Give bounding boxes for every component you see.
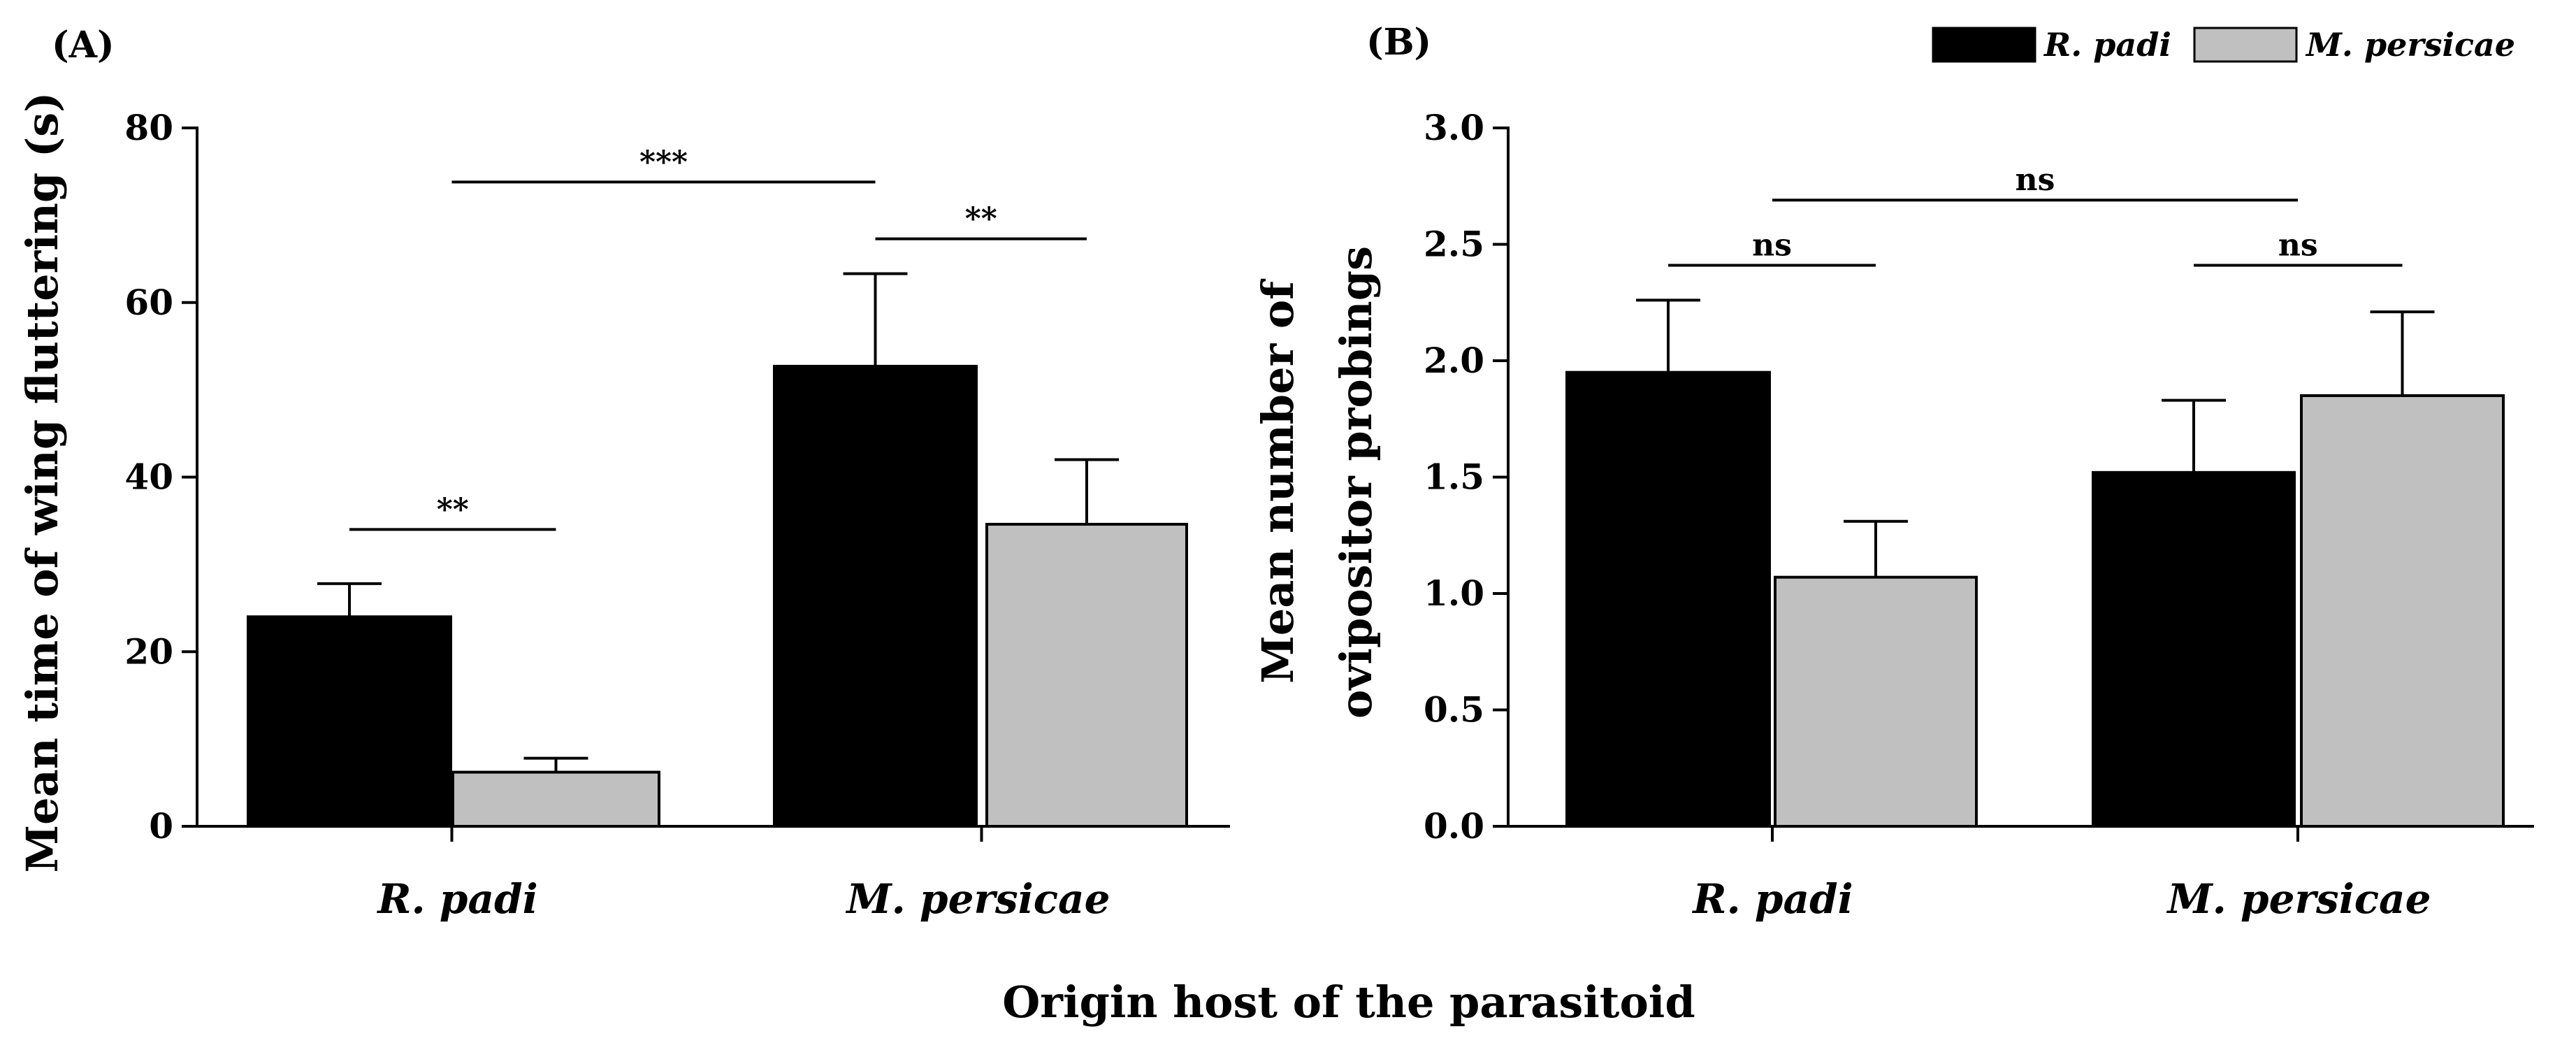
panel-b-y-tick-label: 3.0 — [1424, 107, 1484, 148]
panel-a-y-tick-label: 40 — [124, 456, 173, 498]
panel-b-significance-label-0: ns — [1752, 227, 1792, 263]
legend-label-mpersicae: M. persicae — [2305, 26, 2515, 64]
panel-a-bar-mpersicae-0 — [451, 770, 660, 828]
panel-b-y-tick-label: 2.5 — [1424, 224, 1484, 265]
panel-a-significance-label-2: *** — [639, 144, 688, 180]
panel-a-bar-rpadi-0 — [247, 615, 452, 828]
panel-b-category-rpadi: R. padi — [1691, 875, 1853, 923]
panel-b-chart: Mean number of ovipositor probings R. pa… — [1252, 107, 2534, 923]
panel-b-bar-rpadi-0 — [1565, 371, 1771, 828]
panel-b-significance-label-2: ns — [2016, 162, 2055, 198]
panel-b-y-tick-label: 0.0 — [1424, 805, 1484, 847]
panel-b-bar-mpersicae-1 — [2300, 394, 2505, 828]
panel-b-bar-rpadi-1 — [2092, 470, 2296, 828]
panel-a-significance-label-1: ** — [965, 201, 997, 237]
panel-b-y-tick-label: 1.5 — [1424, 456, 1484, 498]
panel-a-y-tick-label: 60 — [124, 282, 173, 323]
panel-a-y-tick-label: 20 — [124, 631, 173, 672]
panel-b-significance-label-1: ns — [2278, 227, 2318, 263]
panel-a-category-mpersicae: M. persicae — [845, 875, 1110, 923]
panel-a-chart: Mean time of wing fluttering (s) R. padi… — [17, 92, 1230, 923]
legend-swatch-mpersicae — [2193, 27, 2298, 63]
panel-b-y-axis-label-line2: ovipositor probings — [1331, 246, 1382, 719]
panel-label-a: (A) — [52, 24, 115, 66]
panel-a-bar-mpersicae-1 — [985, 522, 1188, 828]
legend-label-rpadi: R. padi — [2043, 26, 2171, 64]
panel-b-y-tick-label: 2.0 — [1424, 340, 1484, 381]
legend-swatch-rpadi — [1932, 27, 2036, 63]
panel-a-bar-rpadi-1 — [773, 364, 978, 828]
panel-b-y-tick-label: 1.0 — [1424, 573, 1484, 614]
panel-b-y-axis-label-line1: Mean number of — [1252, 279, 1303, 684]
legend: R. padi M. persicae — [1932, 26, 2515, 64]
panel-a-significance-label-0: ** — [437, 491, 469, 527]
panel-a-y-axis-label: Mean time of wing fluttering (s) — [17, 92, 68, 873]
panel-label-b: (B) — [1366, 21, 1431, 64]
x-axis-title: Origin host of the parasitoid — [1002, 977, 1695, 1028]
panel-b-category-mpersicae: M. persicae — [2166, 875, 2431, 923]
panel-a-category-rpadi: R. padi — [376, 875, 537, 923]
panel-a-y-tick-label: 80 — [124, 107, 173, 148]
panel-b-y-tick-label: 0.5 — [1424, 689, 1484, 731]
panel-a-y-tick-label: 0 — [149, 805, 173, 847]
panel-b-bar-mpersicae-0 — [1774, 575, 1978, 828]
